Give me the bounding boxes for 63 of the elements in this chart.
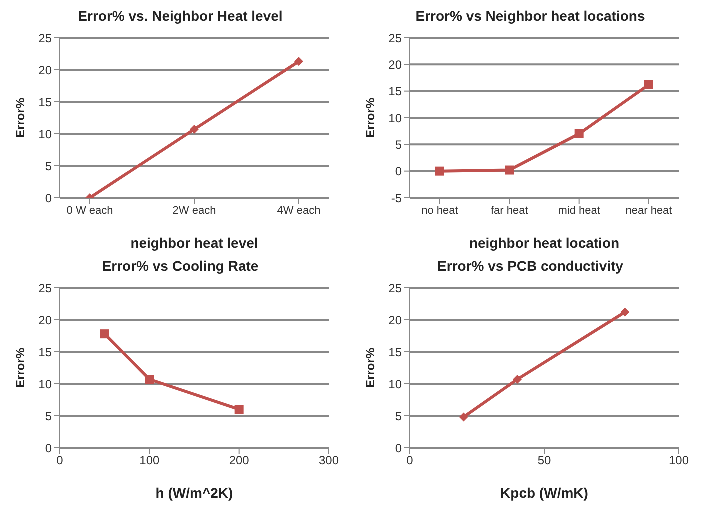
- chart-title: Error% vs. Neighbor Heat level: [77, 8, 284, 26]
- x-axis-title: Kpcb (W/mK): [500, 485, 588, 501]
- y-tick-label: 5: [45, 409, 52, 424]
- y-tick-label: 15: [388, 84, 402, 99]
- y-tick-label: 20: [388, 313, 402, 328]
- y-tick-label: 25: [388, 281, 402, 296]
- x-tick-label: 0: [56, 454, 64, 468]
- y-tick-label: 5: [45, 159, 52, 174]
- x-axis-title: neighbor heat level: [130, 235, 258, 251]
- point: [100, 330, 110, 339]
- point: [644, 80, 654, 90]
- point: [574, 130, 584, 138]
- y-tick-label: 20: [38, 313, 52, 328]
- chart-title: Error% vs PCB conductivity: [436, 258, 624, 276]
- y-tick-label: 10: [38, 127, 52, 142]
- x-tick-label: 100: [668, 454, 690, 468]
- y-tick-label: 25: [38, 31, 52, 46]
- y-tick-label: 0: [45, 441, 52, 456]
- point: [436, 166, 444, 176]
- y-tick-label: 15: [388, 345, 402, 360]
- point: [513, 375, 522, 384]
- y-axis-title: Error%: [13, 348, 28, 388]
- x-tick-label: 300: [318, 454, 340, 468]
- chart-title: Error% vs Cooling Rate: [101, 258, 260, 276]
- x-tick-label: 0: [406, 454, 414, 468]
- y-tick-label: 10: [388, 111, 402, 126]
- point: [294, 57, 304, 66]
- y-tick-label: 15: [38, 95, 52, 110]
- y-tick-label: 0: [395, 164, 402, 179]
- y-tick-label: 15: [38, 345, 52, 360]
- y-tick-label: 0: [395, 441, 402, 456]
- y-tick-label: 20: [388, 58, 402, 72]
- point: [505, 166, 514, 175]
- point: [620, 308, 630, 317]
- point: [190, 125, 199, 134]
- y-tick-label: -5: [391, 191, 402, 206]
- x-tick-label: 100: [140, 454, 160, 468]
- x-tick-label: 4W each: [277, 204, 321, 217]
- y-tick-label: 5: [395, 138, 402, 152]
- x-tick-label: 50: [538, 454, 552, 468]
- x-tick-label: 2W each: [172, 204, 216, 217]
- y-axis-title: Error%: [363, 98, 378, 138]
- chart-title: Error% vs Neighbor heat locations: [414, 8, 646, 26]
- x-tick-label: near heat: [626, 204, 672, 217]
- point: [459, 412, 468, 422]
- x-axis-title: h (W/m^2K): [156, 485, 234, 501]
- y-axis-title: Error%: [363, 348, 378, 388]
- x-tick-label: far heat: [491, 204, 528, 217]
- y-tick-label: 10: [388, 377, 402, 392]
- y-tick-label: 5: [395, 409, 402, 424]
- x-axis-title: neighbor heat location: [469, 235, 620, 251]
- point: [145, 375, 154, 384]
- y-tick-label: 20: [38, 63, 52, 78]
- x-tick-label: no heat: [422, 204, 458, 217]
- y-tick-label: 25: [38, 281, 52, 296]
- y-tick-label: 0: [45, 191, 52, 206]
- y-tick-label: 10: [38, 377, 52, 392]
- y-axis-title: Error%: [13, 98, 28, 138]
- point: [234, 405, 244, 414]
- x-tick-label: 0 W each: [66, 204, 114, 217]
- x-tick-label: 200: [229, 454, 250, 468]
- y-tick-label: 25: [388, 31, 402, 46]
- x-tick-label: mid heat: [558, 204, 600, 217]
